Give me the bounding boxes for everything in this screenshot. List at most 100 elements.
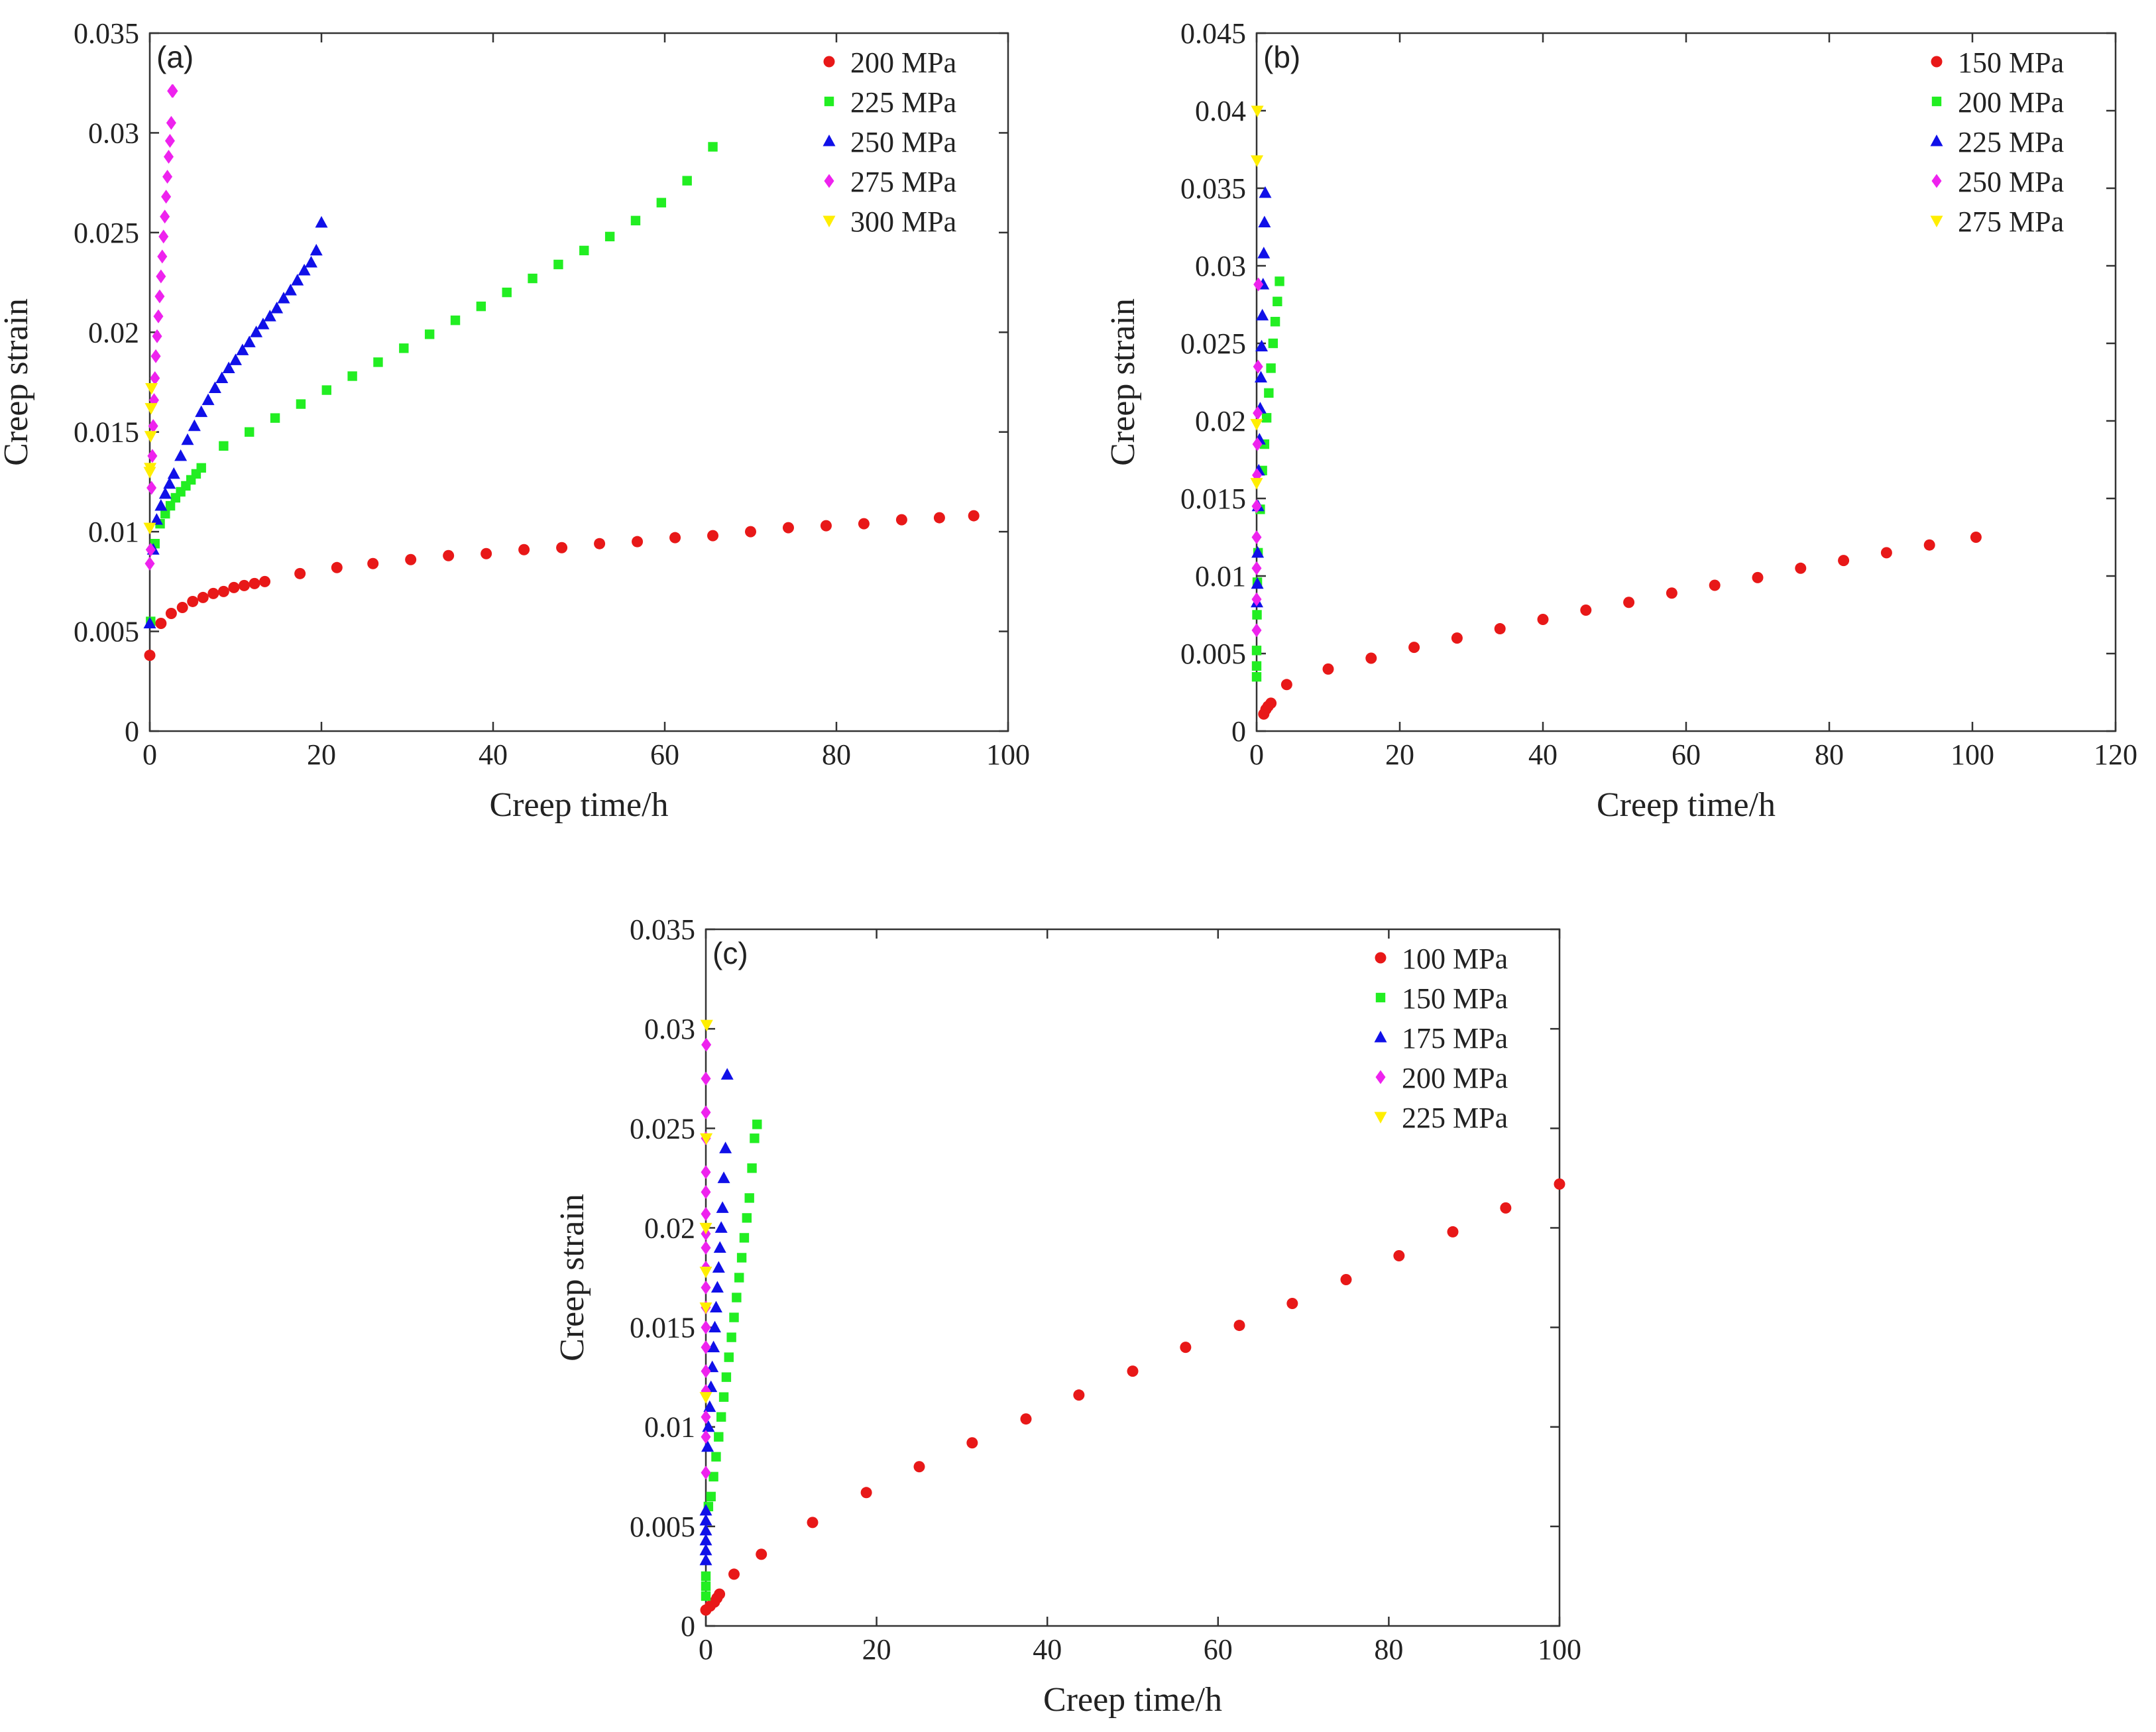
chart-2-x-axis-label: Creep time/h <box>1597 786 1776 824</box>
chart-3-series-4-point <box>701 1165 711 1179</box>
chart-1-x-axis-label: Creep time/h <box>489 786 668 824</box>
chart-2-y-tick-label: 0.04 <box>1195 95 1246 127</box>
chart-3-series-3-point <box>720 1068 734 1080</box>
chart-3-y-tick-label: 0.03 <box>644 1013 695 1045</box>
chart-3: 0 20 40 60 80 100 0 0.005 0.01 0.015 0.02 0.025 0.03… <box>553 913 1581 1719</box>
chart-3-series-3-point <box>701 1440 714 1452</box>
chart-2-series-1-point <box>1970 532 1982 543</box>
chart-2-legend-marker-4 <box>1931 174 1942 188</box>
chart-1-series-3 <box>143 215 328 629</box>
chart-3-series-2-point <box>721 1372 732 1382</box>
chart-2-series-1-point <box>1494 623 1506 635</box>
chart-3-series-3-point <box>699 1543 712 1556</box>
chart-3-series-3-point <box>703 1400 716 1413</box>
chart-2-series-5-point <box>1250 419 1263 431</box>
chart-3-series-1-point <box>1073 1389 1085 1401</box>
chart-2-y-tick-label: 0.035 <box>1180 172 1246 205</box>
chart-3-series-1-point <box>1020 1413 1032 1425</box>
chart-2-legend-label-3: 225 MPa <box>1958 126 2064 158</box>
chart-1-series-2-point <box>682 176 692 186</box>
chart-1-series-3-point <box>236 343 249 355</box>
chart-3-legend-marker-5 <box>1374 1112 1387 1124</box>
chart-1-series-4-point <box>164 133 175 148</box>
chart-2-series-1-point <box>1795 562 1807 574</box>
chart-2-series-1-point <box>1537 614 1549 626</box>
chart-1-series-5-point <box>143 522 156 535</box>
chart-1-series-2-point <box>270 413 280 423</box>
chart-2-series-4-point <box>1251 530 1262 544</box>
chart-1-series-2-point <box>165 500 176 511</box>
chart-3-series-3-point <box>719 1141 732 1153</box>
chart-3-series-1-point <box>1447 1226 1459 1238</box>
chart-3-y-tick-label: 0.035 <box>630 913 695 946</box>
chart-3-series-5-point <box>699 1392 712 1404</box>
chart-1-series-3-point <box>188 419 201 432</box>
chart-1-series-3-point <box>181 433 194 445</box>
chart-1: 0 20 40 60 80 100 0 0.005 0.01 0.015 0.02 0.025 0.03… <box>0 17 1030 824</box>
chart-3-series-4-point <box>701 1206 711 1221</box>
chart-3-series-1-point <box>1393 1249 1405 1261</box>
chart-3-series-5-point <box>700 1019 713 1032</box>
chart-1-series-2-point <box>245 427 255 437</box>
chart-1-series-2-point <box>502 287 512 298</box>
chart-1-points <box>143 84 980 662</box>
chart-3-y-tick-label: 0.02 <box>644 1212 695 1244</box>
chart-3-series-5 <box>699 1019 713 1404</box>
chart-1-series-4-point <box>163 150 174 164</box>
chart-3-series-2-point <box>734 1273 744 1283</box>
chart-1-series-4-point <box>157 249 168 264</box>
chart-1-series-1-point <box>594 538 606 549</box>
chart-1-series-4-point <box>168 84 178 98</box>
chart-2-series-5 <box>1250 105 1264 490</box>
chart-3-series-2 <box>701 1120 762 1601</box>
chart-1-legend-marker-2 <box>824 96 834 107</box>
chart-1-series-3-point <box>174 449 188 461</box>
chart-3-points <box>699 1019 1565 1616</box>
chart-1-series-2-point <box>579 245 589 256</box>
chart-1-y-tick-label: 0.005 <box>74 616 139 648</box>
chart-3-series-3-point <box>716 1201 729 1213</box>
chart-2-legend-marker-2 <box>1931 96 1942 107</box>
chart-1-series-2-point <box>476 301 486 312</box>
chart-3-series-1-point <box>860 1487 872 1499</box>
chart-1-y-tick-label: 0.025 <box>74 217 139 249</box>
chart-2-x-tick-label: 0 <box>1249 738 1264 771</box>
chart-3-series-3-point <box>699 1523 712 1536</box>
chart-1-legend-label-1: 200 MPa <box>850 46 956 79</box>
chart-3-series-2-point <box>736 1253 747 1263</box>
chart-1-x-tick-label: 100 <box>986 738 1030 771</box>
chart-2-y-axis-label: Creep strain <box>1104 298 1142 466</box>
chart-2-series-2-point <box>1251 661 1262 671</box>
chart-2-points <box>1250 105 1982 720</box>
chart-1-series-3-point <box>277 292 290 304</box>
chart-1-series-4-point <box>146 481 157 495</box>
chart-3-series-1-point <box>913 1461 925 1473</box>
chart-1-series-4-point <box>156 269 166 284</box>
chart-3-y-axis-label: Creep strain <box>553 1194 591 1361</box>
chart-2-series-4 <box>1251 277 1264 638</box>
chart-1-series-1-point <box>820 520 832 532</box>
chart-1-series-2-point <box>219 441 229 451</box>
chart-2-legend-label-1: 150 MPa <box>1958 46 2064 79</box>
chart-1-series-5-point <box>144 431 157 443</box>
chart-3-series-3-point <box>699 1553 712 1566</box>
chart-3-series-2-point <box>744 1193 754 1203</box>
chart-1-series-4-point <box>150 349 161 363</box>
chart-2-series-1-point <box>1580 604 1592 616</box>
chart-1-series-4-point <box>150 371 160 385</box>
chart-3-y-tick-label: 0 <box>681 1610 695 1643</box>
chart-2-series-2-point <box>1270 317 1280 327</box>
chart-2-series-2-point <box>1266 363 1276 373</box>
chart-2-series-2-point <box>1252 610 1262 620</box>
chart-3-series-3-point <box>709 1320 722 1333</box>
chart-2-legend-marker-1 <box>1931 56 1943 68</box>
chart-3-series-2-point <box>750 1133 760 1143</box>
chart-1-series-4-point <box>145 542 156 557</box>
chart-2: 0 20 40 60 80 100 120 0 0.005 0.01 0.015 0.02 0.025 0… <box>1104 17 2137 824</box>
chart-3-y-tick-label: 0.01 <box>644 1411 695 1444</box>
chart-2-series-1-point <box>1923 539 1935 551</box>
chart-3-x-tick-label: 100 <box>1538 1633 1581 1666</box>
chart-2-series-1-point <box>1880 547 1892 559</box>
chart-3-legend-marker-4 <box>1375 1070 1386 1084</box>
